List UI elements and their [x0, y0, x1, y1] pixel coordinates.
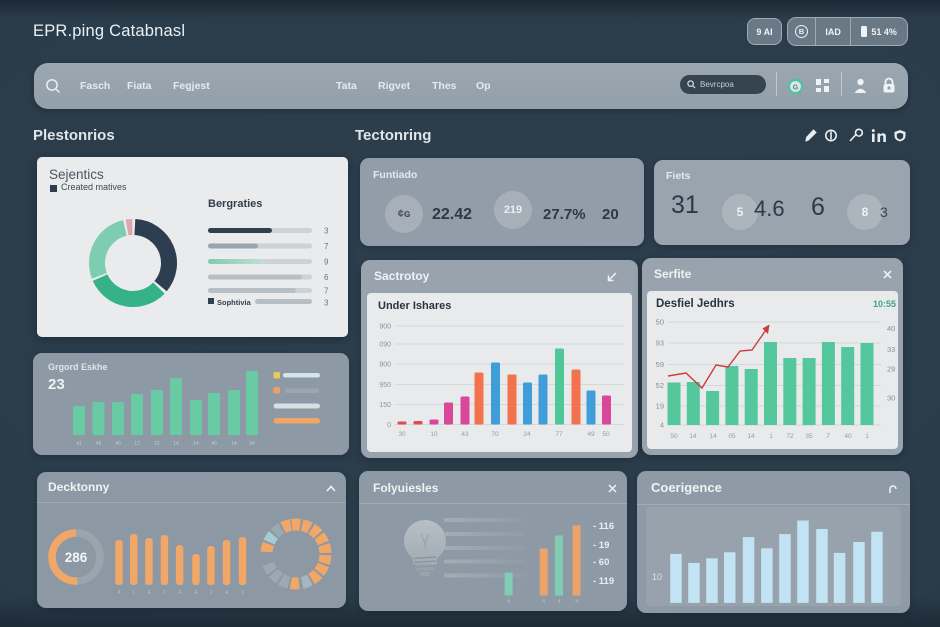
svg-text:4: 4: [195, 590, 198, 596]
svg-text:800: 800: [379, 362, 391, 369]
svg-text:7: 7: [324, 287, 329, 296]
svg-text:14: 14: [193, 441, 199, 447]
svg-text:41: 41: [76, 441, 82, 447]
svg-text:30: 30: [887, 394, 895, 403]
svg-text:1: 1: [865, 433, 869, 440]
svg-text:4: 4: [660, 421, 664, 430]
svg-text:14: 14: [173, 441, 179, 447]
svg-text:30: 30: [398, 431, 406, 438]
svg-text:40: 40: [211, 441, 217, 447]
svg-text:46: 46: [96, 441, 102, 447]
svg-text:50: 50: [656, 318, 664, 327]
svg-text:- 60: - 60: [593, 557, 609, 568]
svg-text:40: 40: [115, 441, 121, 447]
svg-text:4: 4: [118, 590, 121, 596]
svg-text:34: 34: [249, 441, 255, 447]
svg-text:9: 9: [324, 258, 329, 267]
svg-text:7: 7: [826, 433, 830, 440]
svg-text:49: 49: [587, 431, 595, 438]
svg-text:G: G: [793, 85, 799, 92]
svg-text:50: 50: [670, 433, 678, 440]
svg-text:3: 3: [324, 299, 329, 308]
svg-text:52: 52: [656, 381, 664, 390]
svg-text:05: 05: [728, 433, 736, 440]
svg-text:1: 1: [163, 590, 166, 596]
svg-text:7: 7: [324, 242, 329, 251]
svg-text:21: 21: [154, 441, 160, 447]
svg-text:14: 14: [689, 433, 697, 440]
svg-text:43: 43: [461, 431, 469, 438]
svg-text:4: 4: [148, 590, 151, 596]
svg-text:77: 77: [555, 431, 563, 438]
svg-text:10: 10: [430, 431, 438, 438]
svg-text:950: 950: [379, 382, 391, 389]
svg-text:40: 40: [887, 324, 895, 333]
svg-text:70: 70: [491, 431, 499, 438]
svg-text:090: 090: [379, 342, 391, 349]
svg-text:0: 0: [387, 422, 391, 429]
svg-text:Sophtivia: Sophtivia: [217, 298, 252, 307]
svg-text:1: 1: [241, 590, 244, 596]
svg-text:4: 4: [558, 599, 561, 605]
svg-text:3: 3: [324, 227, 329, 236]
svg-text:33: 33: [887, 345, 895, 354]
svg-text:4: 4: [225, 590, 228, 596]
svg-text:35: 35: [805, 433, 813, 440]
svg-text:24: 24: [523, 431, 531, 438]
svg-text:14: 14: [709, 433, 717, 440]
svg-text:59: 59: [656, 360, 664, 369]
svg-text:1: 1: [210, 590, 213, 596]
svg-text:- 116: - 116: [593, 521, 614, 532]
svg-text:4: 4: [507, 599, 510, 605]
svg-text:1: 1: [132, 590, 135, 596]
svg-text:40: 40: [844, 433, 852, 440]
svg-text:4: 4: [575, 599, 578, 605]
svg-text:14: 14: [231, 441, 237, 447]
svg-text:150: 150: [379, 402, 391, 409]
svg-text:6: 6: [324, 273, 329, 282]
svg-text:50: 50: [602, 431, 610, 438]
svg-text:14: 14: [747, 433, 755, 440]
svg-text:- 19: - 19: [593, 540, 609, 551]
svg-text:72: 72: [786, 433, 794, 440]
svg-text:93: 93: [656, 339, 664, 348]
svg-text:900: 900: [379, 324, 391, 331]
svg-text:12: 12: [134, 441, 140, 447]
svg-text:29: 29: [887, 365, 895, 374]
svg-text:4: 4: [542, 599, 545, 605]
svg-text:1: 1: [769, 433, 773, 440]
svg-text:19: 19: [656, 402, 664, 411]
svg-text:4: 4: [178, 590, 181, 596]
svg-text:- 119: - 119: [593, 576, 614, 587]
